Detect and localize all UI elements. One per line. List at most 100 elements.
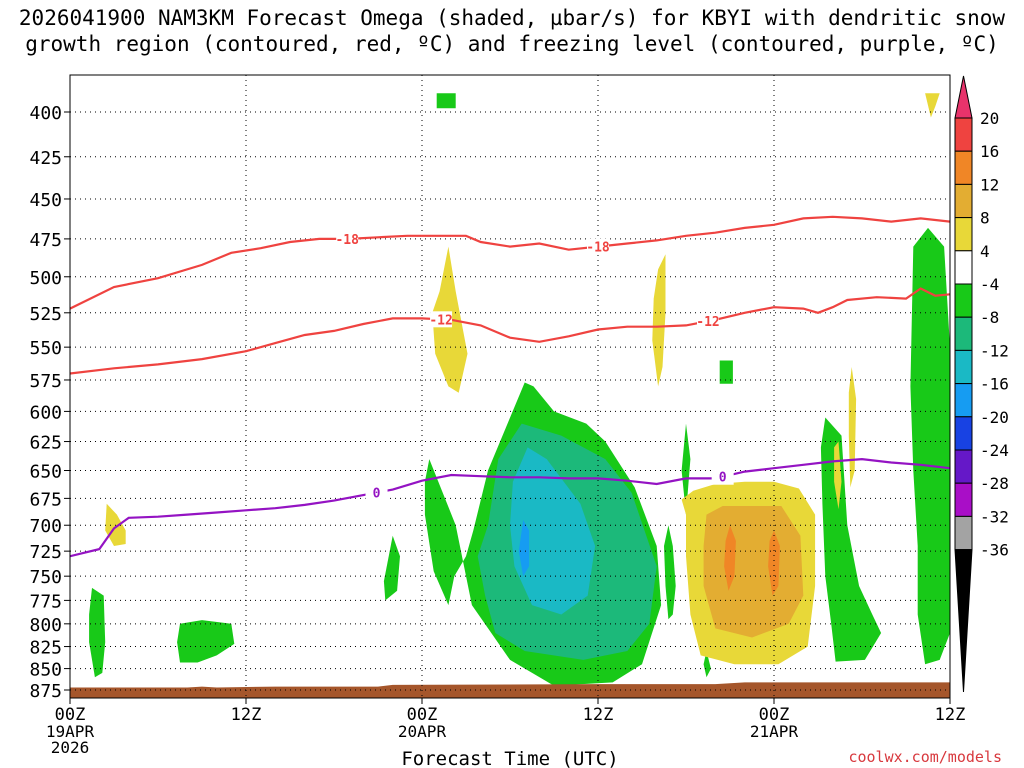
colorbar-label: -32 <box>980 507 1009 526</box>
omega-shading-layer <box>89 93 950 686</box>
omega-region-9 <box>910 227 950 665</box>
ground-terrain <box>70 682 950 698</box>
x-tick-label: 00Z <box>759 705 790 725</box>
omega-region-2 <box>510 447 596 615</box>
omega-region-4 <box>664 525 676 620</box>
y-tick-label: 800 <box>29 615 62 636</box>
contour-label-bg <box>587 238 609 255</box>
contour-label-bg <box>697 313 719 330</box>
contour-line--12 <box>70 287 950 375</box>
x-tick-label: 12Z <box>231 705 262 725</box>
colorbar-label: -36 <box>980 541 1009 560</box>
x-date-label: 20APR <box>398 722 447 741</box>
y-tick-label: 700 <box>29 516 62 537</box>
x-tick-label: 12Z <box>935 705 966 725</box>
colorbar-top-arrow <box>954 75 973 119</box>
contour-line-0 <box>70 457 950 558</box>
x-date-label: 19APR <box>46 722 95 741</box>
omega-region-10 <box>719 360 733 384</box>
omega-region-19 <box>652 254 666 387</box>
y-tick-label: 825 <box>29 638 62 659</box>
colorbar-label: 20 <box>980 109 999 128</box>
y-tick-label: 775 <box>29 591 62 612</box>
colorbar-segment <box>954 449 973 484</box>
colorbar-label: 8 <box>980 209 990 228</box>
y-tick-label: 850 <box>29 660 62 681</box>
y-tick-label: 600 <box>29 402 62 423</box>
colorbar-label: -24 <box>980 441 1009 460</box>
contour-label--12: -12 <box>429 313 452 328</box>
colorbar-label: -4 <box>980 275 999 294</box>
colorbar-segment <box>954 283 973 318</box>
colorbar-segment <box>954 250 973 285</box>
y-tick-label: 425 <box>29 148 62 169</box>
omega-region-3 <box>518 519 530 577</box>
omega-region-16 <box>724 525 736 591</box>
omega-region-7 <box>177 620 235 663</box>
contour-label-bg <box>365 484 388 501</box>
colorbar-label: -8 <box>980 308 999 327</box>
dotted-grid <box>70 75 950 698</box>
y-tick-label: 450 <box>29 190 62 211</box>
omega-region-23 <box>925 93 940 118</box>
contour-label-0: 0 <box>719 471 727 486</box>
omega-region-17 <box>768 530 780 596</box>
omega-region-21 <box>848 367 857 488</box>
x-date-label: 2026 <box>51 738 90 757</box>
colorbar-segment <box>954 515 973 551</box>
y-tick-label: 400 <box>29 103 62 124</box>
omega-region-11 <box>436 93 456 109</box>
x-axis-title: Forecast Time (UTC) <box>401 748 618 768</box>
y-tick-label: 550 <box>29 338 62 359</box>
omega-region-6 <box>89 587 106 678</box>
colorbar-segment <box>954 482 973 517</box>
y-tick-label: 625 <box>29 433 62 454</box>
terrain-ground-layer <box>70 682 950 698</box>
omega-region-5 <box>383 535 400 601</box>
y-tick-label: 475 <box>29 230 62 251</box>
temperature-contours-layer <box>70 215 950 558</box>
colorbar-segment <box>954 183 973 219</box>
x-date-label: 21APR <box>750 722 799 741</box>
y-tick-label: 675 <box>29 489 62 510</box>
colorbar-bottom-arrow <box>954 549 973 693</box>
plot-frame <box>69 74 951 699</box>
colorbar-label: 16 <box>980 142 999 161</box>
y-tick-label: 575 <box>29 371 62 392</box>
source-credit: coolwx.com/models <box>848 748 1002 766</box>
contour-label--18: -18 <box>335 233 359 248</box>
y-tick-label: 650 <box>29 462 62 483</box>
y-tick-label: 750 <box>29 567 62 588</box>
y-tick-label: 500 <box>29 268 62 289</box>
colorbar-label: -28 <box>980 474 1009 493</box>
y-tick-label: 525 <box>29 304 62 325</box>
chart-title-line-1: 2026041900 NAM3KM Forecast Omega (shaded… <box>18 6 1006 30</box>
colorbar-label: 4 <box>980 242 990 261</box>
omega-region-13 <box>703 651 711 678</box>
contour-label-0: 0 <box>373 487 381 502</box>
colorbar-segment <box>954 349 973 385</box>
contour-labels-layer: -18 -18 -12 -12 0 0 <box>335 230 734 502</box>
colorbar-segment <box>954 383 973 418</box>
omega-region-20 <box>834 441 842 510</box>
contour-label-bg <box>336 230 359 247</box>
colorbar-segment <box>954 150 973 185</box>
omega-region-15 <box>703 506 804 638</box>
omega-region-12 <box>681 423 691 515</box>
colorbar-segment <box>954 416 973 451</box>
contour-label-bg <box>711 468 734 485</box>
colorbar-segment <box>954 316 973 351</box>
colorbar-label: -12 <box>980 341 1009 360</box>
x-tick-label: 00Z <box>407 705 438 725</box>
y-tick-label: 875 <box>29 681 62 702</box>
colorbar-legend: 20 16 12 8 4 -4 -8 -12 -16 -20 -24 -28 -32 -36 <box>954 75 1009 693</box>
colorbar-label: 12 <box>980 175 999 194</box>
contour-label--12: -12 <box>696 315 719 330</box>
y-tick-label: 725 <box>29 542 62 563</box>
x-tick-label: 00Z <box>55 705 86 725</box>
colorbar-label: -20 <box>980 408 1009 427</box>
contour-label--18: -18 <box>586 241 610 256</box>
x-tick-label: 12Z <box>583 705 614 725</box>
